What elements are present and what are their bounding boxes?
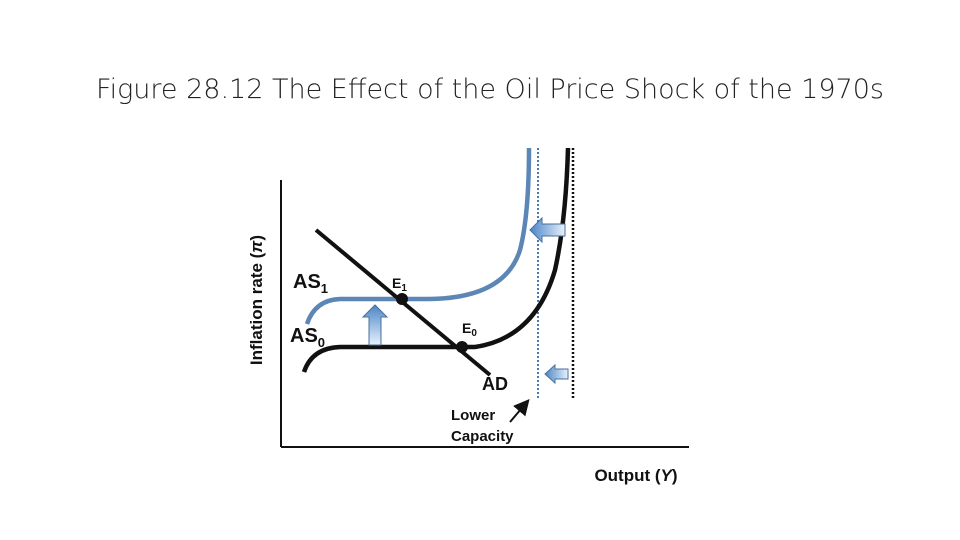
as0-label: AS0 xyxy=(290,325,325,350)
e1-point xyxy=(396,293,408,305)
shift-arrow-left xyxy=(529,216,566,244)
shift-arrow-up xyxy=(361,304,389,346)
y-axis-label: Inflation rate (π) xyxy=(247,235,266,365)
as0-curve xyxy=(301,147,571,373)
e0-label: E0 xyxy=(462,320,477,339)
x-axis-label: Output (Y) xyxy=(594,466,677,485)
annotation-line2: Capacity xyxy=(451,428,514,445)
annotation-arrow xyxy=(509,398,530,423)
ad-label: AD xyxy=(482,374,508,394)
as1-curve xyxy=(304,147,532,325)
title: Figure 28.12 The Effect of the Oil Price… xyxy=(96,74,884,105)
e1-label: E1 xyxy=(392,275,407,294)
capacity-arrow xyxy=(544,363,569,385)
annotation-line1: Lower xyxy=(451,407,495,424)
as1-label: AS1 xyxy=(293,271,328,296)
e0-point xyxy=(456,341,468,353)
